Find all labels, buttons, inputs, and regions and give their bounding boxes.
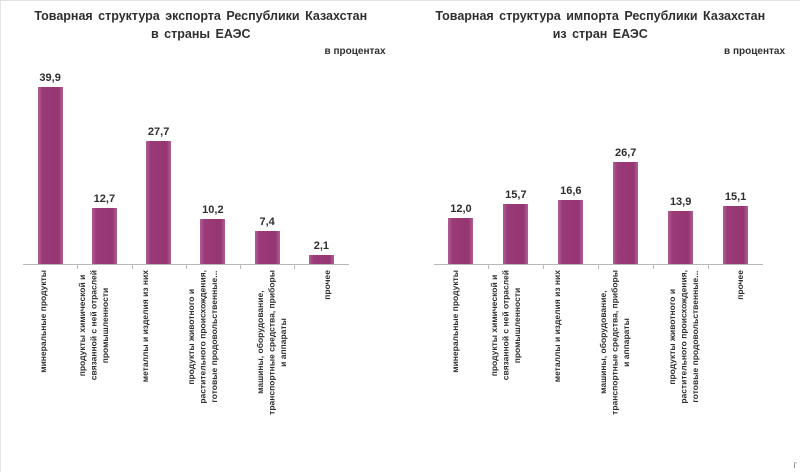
bar xyxy=(92,208,117,264)
value-label: 15,1 xyxy=(725,191,746,203)
bar xyxy=(255,231,280,264)
value-label: 2,1 xyxy=(314,240,329,252)
category-label: продукты химической и связанной с ней от… xyxy=(489,270,523,380)
category-labels: минеральные продукты продукты химической … xyxy=(434,270,764,415)
axis-tick xyxy=(132,265,133,269)
plot-area: 39,9 12,7 27,7 10,2 7,4 2,1 xyxy=(23,60,349,265)
bar xyxy=(146,141,171,264)
value-label: 27,7 xyxy=(148,126,169,138)
category-label: минеральные продукты xyxy=(450,270,461,373)
value-label: 26,7 xyxy=(615,147,636,159)
category-slot: машины, оборудование, транспортные средс… xyxy=(581,270,650,415)
corner-text: г xyxy=(793,460,797,471)
category-slot: машины, оборудование, транспортные средс… xyxy=(237,270,306,415)
value-label: 13,9 xyxy=(670,196,691,208)
bar-slot: 13,9 xyxy=(653,60,708,264)
bar-slot: 12,0 xyxy=(434,60,489,264)
category-labels: минеральные продукты продукты химической … xyxy=(23,270,349,415)
category-label: машины, оборудование, транспортные средс… xyxy=(598,270,632,415)
category-slot: металлы и изделия из них xyxy=(535,270,581,415)
category-slot: продукты животного и растительного проис… xyxy=(650,270,719,415)
bar xyxy=(200,219,225,264)
category-slot: продукты химической и связанной с ней от… xyxy=(478,270,535,415)
export-plot-wrap: 39,9 12,7 27,7 10,2 7,4 2,1 минеральные проду… xyxy=(1,60,401,415)
plot-area: 12,0 15,7 16,6 26,7 13,9 15,1 xyxy=(434,60,764,265)
bar-slot: 16,6 xyxy=(543,60,598,264)
bar-slot: 2,1 xyxy=(294,60,348,264)
value-label: 12,7 xyxy=(94,193,115,205)
category-slot: минеральные продукты xyxy=(23,270,65,415)
bar-slot: 12,7 xyxy=(77,60,131,264)
value-label: 16,6 xyxy=(560,185,581,197)
export-chart-title: Товарная структура экспорта Республики К… xyxy=(1,8,401,44)
value-label: 15,7 xyxy=(505,189,526,201)
category-label: металлы и изделия из них xyxy=(552,270,563,382)
axis-tick xyxy=(653,265,654,269)
bar-slot: 26,7 xyxy=(598,60,653,264)
bar-slot: 10,2 xyxy=(186,60,240,264)
category-label: продукты животного и растительного проис… xyxy=(667,270,701,404)
category-slot: металлы и изделия из них xyxy=(123,270,169,415)
value-label: 39,9 xyxy=(39,72,60,84)
import-title-line2: из стран ЕАЭС xyxy=(553,27,648,41)
axis-tick xyxy=(543,265,544,269)
bar-slot: 7,4 xyxy=(240,60,294,264)
bar-slot: 15,1 xyxy=(708,60,763,264)
bar xyxy=(503,204,528,264)
category-label: прочее xyxy=(322,270,333,300)
export-chart-panel: Товарная структура экспорта Республики К… xyxy=(1,1,401,473)
axis-tick xyxy=(240,265,241,269)
bar xyxy=(613,162,638,264)
bar-slot: 27,7 xyxy=(132,60,186,264)
import-title-line1: Товарная структура импорта Республики Ка… xyxy=(435,9,765,23)
axis-tick xyxy=(294,265,295,269)
export-title-line1: Товарная структура экспорта Республики К… xyxy=(34,9,367,23)
bar-slot: 39,9 xyxy=(23,60,77,264)
bar xyxy=(448,218,473,264)
value-label: 12,0 xyxy=(450,203,471,215)
import-plot-wrap: 12,0 15,7 16,6 26,7 13,9 15,1 минеральные про… xyxy=(401,60,800,415)
category-slot: продукты животного и растительного проис… xyxy=(169,270,238,415)
export-title-line2: в страны ЕАЭС xyxy=(151,27,251,41)
bar xyxy=(38,87,63,264)
import-chart-title: Товарная структура импорта Республики Ка… xyxy=(401,8,800,44)
import-units-label: в процентах xyxy=(401,46,800,60)
axis-tick xyxy=(186,265,187,269)
axis-tick xyxy=(488,265,489,269)
category-slot: прочее xyxy=(306,270,348,415)
axis-tick xyxy=(77,265,78,269)
value-label: 7,4 xyxy=(259,216,274,228)
category-label: продукты животного и растительного проис… xyxy=(186,270,220,404)
category-slot: минеральные продукты xyxy=(434,270,478,415)
import-chart-panel: Товарная структура импорта Республики Ка… xyxy=(401,1,800,473)
bar-slot: 15,7 xyxy=(488,60,543,264)
category-label: продукты химической и связанной с ней от… xyxy=(77,270,111,380)
category-label: машины, оборудование, транспортные средс… xyxy=(255,270,289,415)
category-label: минеральные продукты xyxy=(38,270,49,373)
category-label: металлы и изделия из них xyxy=(140,270,151,382)
category-slot: прочее xyxy=(719,270,763,415)
bar xyxy=(558,200,583,264)
category-label: прочее xyxy=(735,270,746,300)
value-label: 10,2 xyxy=(202,204,223,216)
category-slot: продукты химической и связанной с ней от… xyxy=(65,270,122,415)
axis-tick xyxy=(708,265,709,269)
export-units-label: в процентах xyxy=(1,46,401,60)
bar xyxy=(309,255,334,264)
axis-tick xyxy=(598,265,599,269)
bar xyxy=(668,211,693,264)
bar xyxy=(723,206,748,264)
